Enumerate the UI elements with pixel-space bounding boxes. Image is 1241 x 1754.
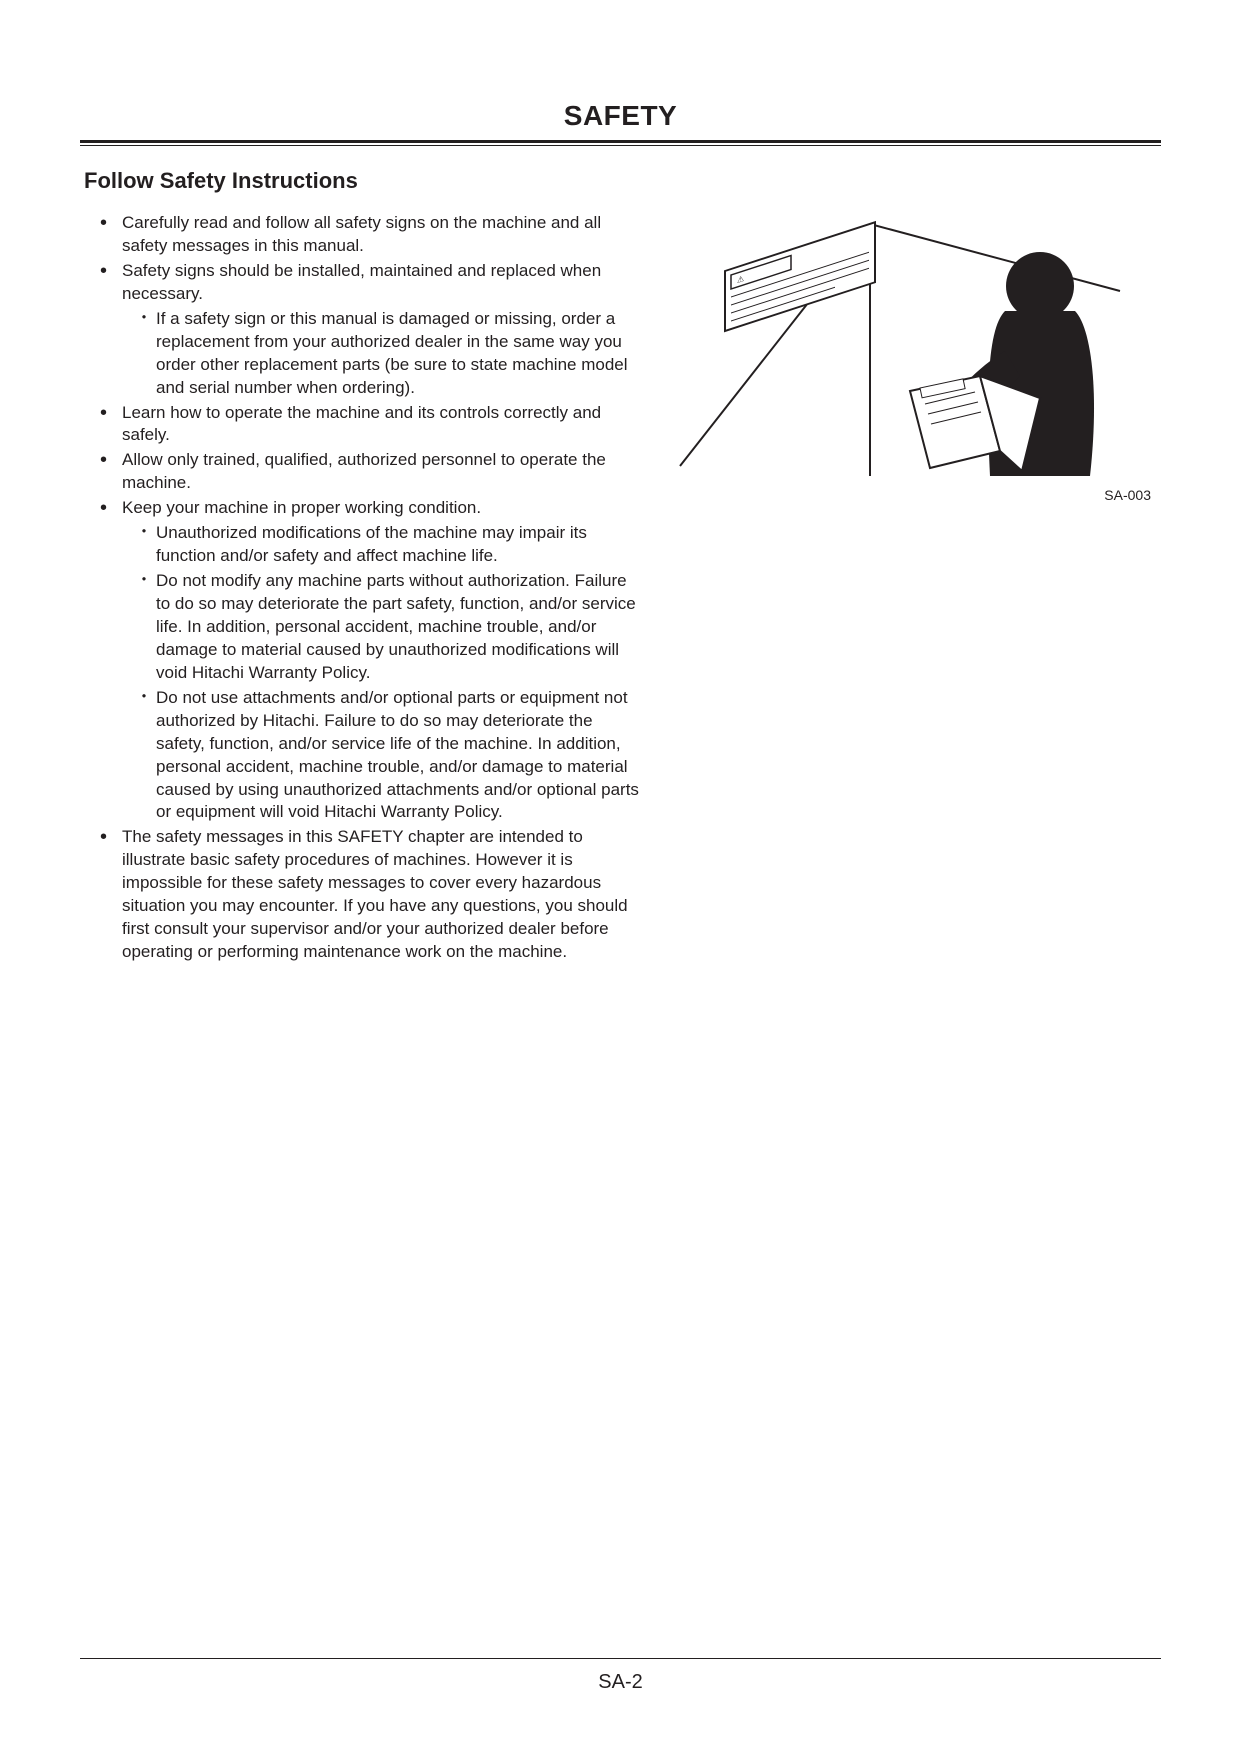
header-rule	[80, 140, 1161, 146]
list-item: Keep your machine in proper working cond…	[104, 497, 640, 824]
sub-list-item: Do not use attachments and/or optional p…	[140, 687, 640, 825]
list-item: Carefully read and follow all safety sig…	[104, 212, 640, 258]
reading-manual-icon: ⚠	[670, 216, 1130, 476]
sub-list-item-text: Do not modify any machine parts without …	[156, 571, 636, 682]
chapter-title: SAFETY	[80, 100, 1161, 132]
figure-illustration: ⚠	[670, 216, 1130, 481]
section-title: Follow Safety Instructions	[84, 168, 1161, 194]
page: SAFETY Follow Safety Instructions Carefu…	[0, 0, 1241, 1754]
list-item: Learn how to operate the machine and its…	[104, 402, 640, 448]
sub-list-item-text: Unauthorized modifications of the machin…	[156, 523, 587, 565]
sub-list-item-text: If a safety sign or this manual is damag…	[156, 309, 628, 397]
sub-list-item: Do not modify any machine parts without …	[140, 570, 640, 685]
list-item-text: Carefully read and follow all safety sig…	[122, 213, 601, 255]
sub-list: If a safety sign or this manual is damag…	[122, 308, 640, 400]
list-item-text: Keep your machine in proper working cond…	[122, 498, 481, 517]
list-item: Safety signs should be installed, mainta…	[104, 260, 640, 400]
sub-list: Unauthorized modifications of the machin…	[122, 522, 640, 824]
footer-rule	[80, 1658, 1161, 1659]
text-column: Carefully read and follow all safety sig…	[80, 212, 640, 966]
list-item: Allow only trained, qualified, authorize…	[104, 449, 640, 495]
page-number: SA-2	[80, 1671, 1161, 1694]
list-item-text: Learn how to operate the machine and its…	[122, 403, 601, 445]
list-item-text: Allow only trained, qualified, authorize…	[122, 450, 606, 492]
bullet-list: Carefully read and follow all safety sig…	[80, 212, 640, 964]
figure-caption: SA-003	[670, 487, 1161, 503]
list-item: The safety messages in this SAFETY chapt…	[104, 826, 640, 964]
list-item-text: Safety signs should be installed, mainta…	[122, 261, 601, 303]
footer: SA-2	[80, 1658, 1161, 1694]
sub-list-item-text: Do not use attachments and/or optional p…	[156, 688, 639, 822]
sub-list-item: If a safety sign or this manual is damag…	[140, 308, 640, 400]
figure-column: ⚠	[670, 212, 1161, 503]
list-item-text: The safety messages in this SAFETY chapt…	[122, 827, 628, 961]
content-row: Carefully read and follow all safety sig…	[80, 212, 1161, 966]
sub-list-item: Unauthorized modifications of the machin…	[140, 522, 640, 568]
